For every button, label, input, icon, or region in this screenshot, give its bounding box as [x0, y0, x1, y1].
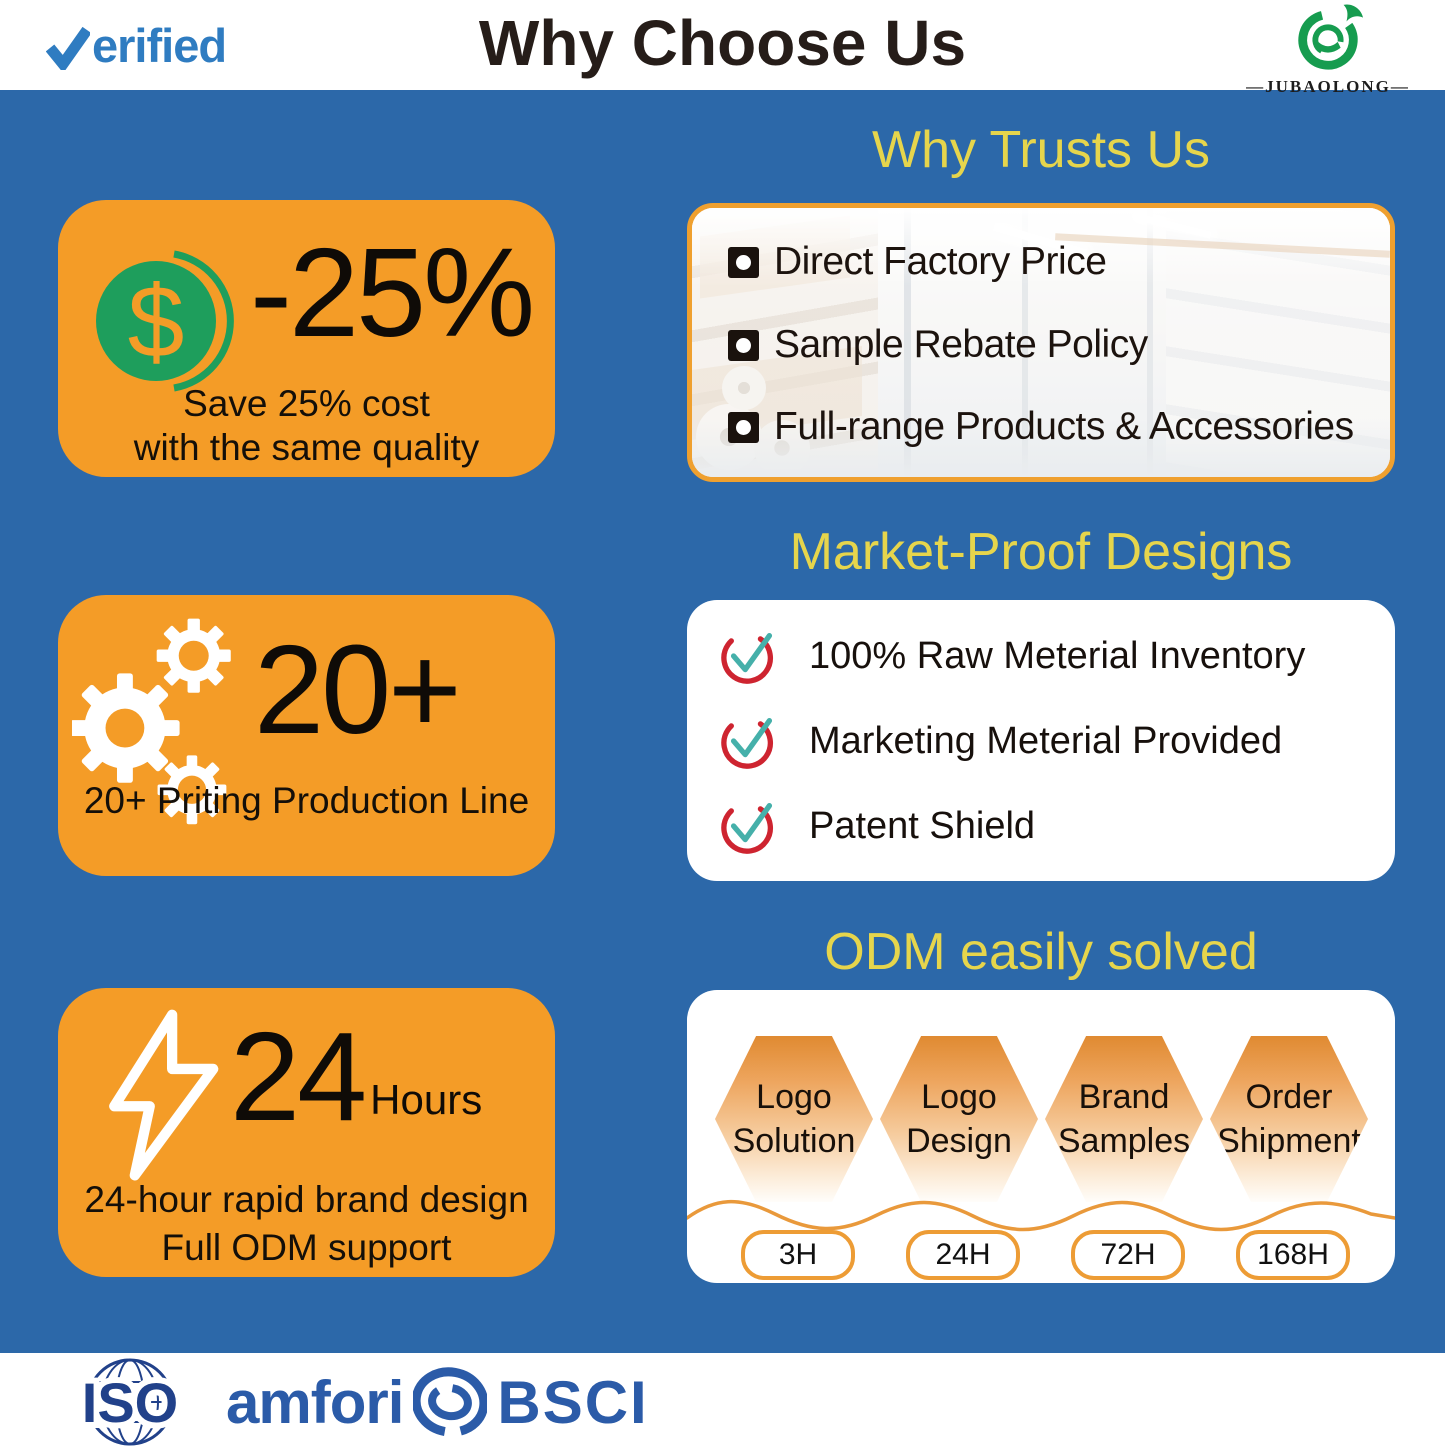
bsci-wordmark: BSCI [497, 1368, 649, 1436]
checkbox-icon [728, 329, 759, 361]
checkbox-icon [728, 411, 759, 443]
odm-time-badge: 168H [1236, 1230, 1350, 1280]
odm-time-label: 24H [935, 1238, 991, 1271]
production-caption: 20+ Priting Production Line [83, 780, 530, 821]
amfori-bsci-logo: amfori BSCI [226, 1362, 649, 1442]
odm-time-label: 3H [778, 1238, 818, 1271]
odm-step-hexagon: Order Shipment [1210, 1036, 1368, 1202]
odm-step-line1: Order [1245, 1077, 1333, 1116]
design-item-label: 100% Raw Meterial Inventory [809, 634, 1306, 677]
odm-time-label: 168H [1257, 1238, 1329, 1271]
trust-item-label: Direct Factory Price [774, 240, 1107, 283]
brand-logo: —JUBAOLONG— [1233, 2, 1423, 97]
photo-shelf-upright-3 [1147, 208, 1153, 477]
speed-value-row: 24 Hours [230, 1014, 482, 1140]
odm-step-line2: Samples [1057, 1122, 1191, 1160]
speed-caption-1: 24-hour rapid brand design [84, 1179, 529, 1220]
amfori-wordmark: amfori [226, 1368, 404, 1436]
odm-step-line1: Brand [1078, 1077, 1170, 1116]
checkbox-inner-dot [736, 419, 751, 435]
odm-time-badge: 24H [906, 1230, 1020, 1280]
stat-card-production: 20+ 20+ Priting Production Line [58, 595, 555, 876]
photo-floor [692, 419, 1390, 477]
design-item-label: Patent Shield [809, 804, 1036, 847]
speed-unit: Hours [370, 1076, 483, 1123]
checkbox-inner-dot [736, 254, 751, 270]
speed-value: 24 [230, 1006, 367, 1147]
header-bar: erified Why Choose Us —JUBAOLONG— [0, 0, 1445, 96]
discount-caption-1: Save 25% cost [183, 383, 430, 424]
discount-caption-2: with the same quality [133, 427, 480, 468]
trust-heading: Why Trusts Us [871, 121, 1211, 179]
odm-step-hexagon: Brand Samples [1045, 1036, 1203, 1202]
odm-step-hexagon: Logo Solution [715, 1036, 873, 1202]
check-circle-icon [721, 632, 774, 684]
odm-step-hexagon: Logo Design [880, 1036, 1038, 1202]
odm-time-badge: 72H [1071, 1230, 1185, 1280]
page-title: Why Choose Us [478, 7, 967, 79]
design-item-label: Marketing Meterial Provided [809, 719, 1283, 762]
checkbox-icon [728, 246, 759, 278]
iso-logo: ISO [76, 1358, 184, 1446]
bsci-spiral-icon [413, 1367, 488, 1437]
check-circle-icon [721, 802, 774, 854]
check-icon [46, 26, 90, 70]
odm-heading: ODM easily solved [824, 923, 1258, 981]
iso-label: ISO [82, 1371, 178, 1434]
photo-white-overlay [692, 208, 1390, 477]
odm-step-line1: Logo [756, 1077, 832, 1116]
verified-label: erified [92, 19, 227, 72]
photo-shelf-upright-1 [904, 208, 911, 477]
design-item: Marketing Meterial Provided [721, 710, 1282, 772]
wave-line [687, 1200, 1395, 1232]
brand-name: —JUBAOLONG— [1246, 77, 1410, 96]
dragon-icon [1298, 4, 1364, 70]
stat-card-speed: 24 Hours 24-hour rapid brand design Full… [58, 988, 555, 1277]
production-value: 20+ [254, 619, 462, 760]
stat-card-discount: $ -25% Save 25% cost with the same quali… [58, 200, 555, 477]
checkbox-inner-dot [736, 337, 751, 353]
trust-item-label: Sample Rebate Policy [774, 323, 1148, 366]
check-circle-icon [721, 717, 774, 769]
photo-shelf-upright-2 [1022, 208, 1028, 477]
discount-value: -25% [250, 222, 535, 363]
odm-step-line2: Design [906, 1122, 1012, 1160]
odm-time-label: 72H [1100, 1238, 1156, 1271]
dollar-coin-icon: $ [96, 250, 234, 392]
trust-item: Full-range Products & Accessories [728, 405, 1354, 449]
footer-bar: ISO amfori BSCI RoHS compliant [0, 1353, 1445, 1447]
verified-logo: erified [46, 18, 227, 73]
designs-heading: Market-Proof Designs [789, 523, 1293, 581]
trust-item: Sample Rebate Policy [728, 323, 1148, 367]
designs-card: 100% Raw Meterial Inventory Marketing Me… [687, 600, 1395, 881]
odm-time-badge: 3H [741, 1230, 855, 1280]
dollar-sign: $ [128, 265, 185, 379]
warehouse-photo-card: Direct Factory Price Sample Rebate Polic… [687, 203, 1395, 482]
design-item: Patent Shield [721, 795, 1035, 857]
odm-card: Logo Solution Logo Design Brand Samples … [687, 990, 1395, 1283]
photo-paper-roll-3 [722, 366, 766, 410]
odm-step-line1: Logo [921, 1077, 997, 1116]
lightning-icon [109, 1009, 219, 1181]
gears-icon [72, 618, 231, 825]
odm-step-line2: Solution [732, 1122, 856, 1160]
trust-item-label: Full-range Products & Accessories [774, 405, 1354, 448]
speed-caption-2: Full ODM support [161, 1227, 452, 1268]
design-item: 100% Raw Meterial Inventory [721, 625, 1305, 687]
trust-item: Direct Factory Price [728, 240, 1107, 284]
odm-step-line2: Shipment [1217, 1122, 1361, 1160]
